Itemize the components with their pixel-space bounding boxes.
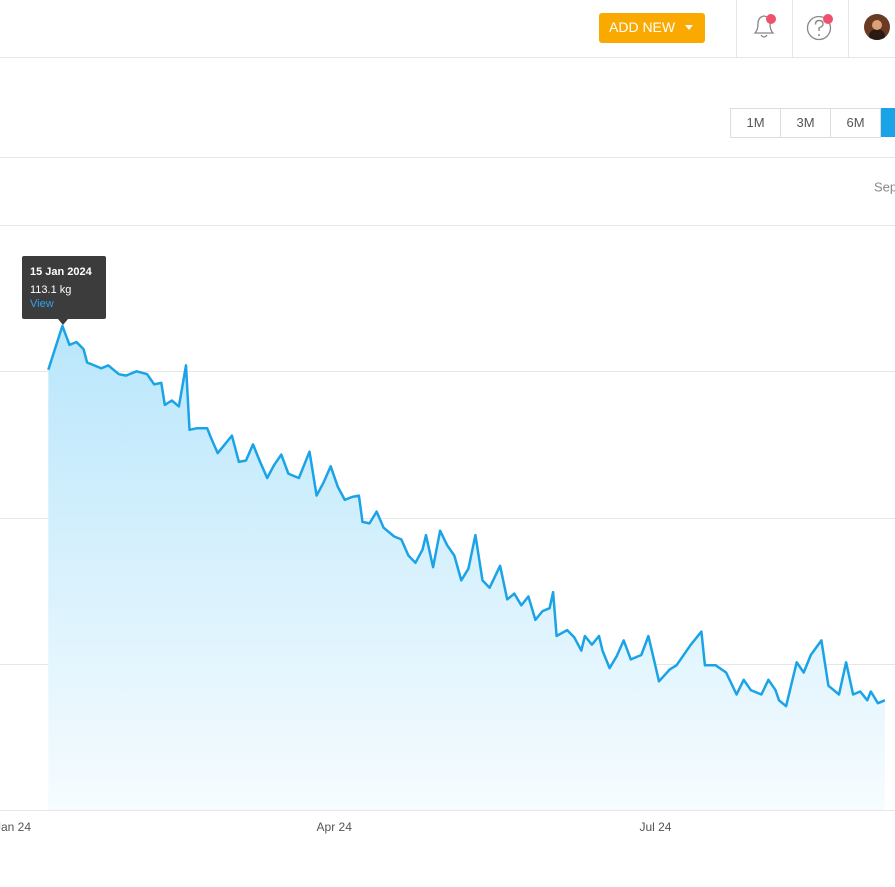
tooltip-value: 113.1 kg [30, 284, 71, 296]
chart: Jan 24 Apr 24 Jul 24 [0, 226, 895, 835]
date-header: Sep [874, 179, 895, 194]
range-button-active[interactable] [881, 108, 895, 137]
range-button-label[interactable]: 3M [796, 115, 814, 130]
help-button[interactable] [808, 14, 834, 40]
x-tick-label: Jan 24 [0, 820, 31, 834]
add-new-label[interactable]: ADD NEW [609, 19, 676, 35]
range-button-label[interactable]: 6M [846, 115, 864, 130]
area-fill [48, 326, 885, 810]
notifications-button[interactable] [755, 14, 776, 37]
range-button-label[interactable]: 1M [746, 115, 764, 130]
add-new-button[interactable]: ADD NEW [599, 13, 705, 43]
badge [766, 14, 776, 24]
tooltip-link[interactable]: View [30, 298, 54, 310]
help-dot [818, 34, 820, 36]
range-selector: 1M 3M 6M [731, 108, 895, 138]
tooltip-pointer [58, 319, 68, 325]
avatar[interactable] [864, 14, 890, 43]
avatar-face [872, 20, 882, 30]
tooltip-date: 15 Jan 2024 [30, 266, 93, 278]
help-glyph[interactable] [816, 21, 824, 32]
tooltip: 15 Jan 2024 113.1 kg View [22, 256, 106, 325]
x-tick-label: Apr 24 [317, 820, 353, 834]
avatar-body [869, 29, 885, 43]
x-tick-label: Jul 24 [639, 820, 671, 834]
badge [823, 14, 833, 24]
